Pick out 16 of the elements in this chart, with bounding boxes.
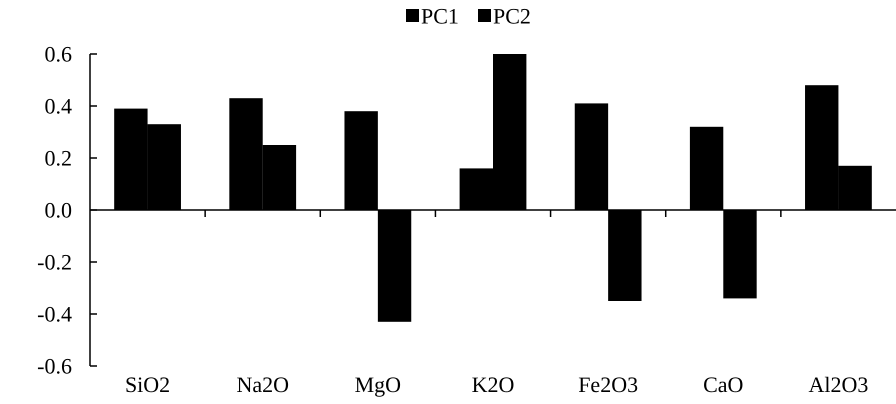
legend-label: PC1 xyxy=(421,4,459,29)
x-tick-label: Fe2O3 xyxy=(578,372,638,397)
y-tick-label: 0.6 xyxy=(44,42,72,67)
y-tick-label: 0.4 xyxy=(44,94,72,119)
x-tick-label: MgO xyxy=(354,372,402,397)
y-tick-label: -0.6 xyxy=(37,354,72,379)
x-tick-label: K2O xyxy=(472,372,514,397)
y-tick-label: -0.2 xyxy=(37,250,72,275)
x-tick-label: CaO xyxy=(703,372,744,397)
y-tick-label: 0.2 xyxy=(44,146,72,171)
x-tick-label: Al2O3 xyxy=(808,372,868,397)
legend-label: PC2 xyxy=(493,4,531,29)
x-tick-label: SiO2 xyxy=(124,372,170,397)
y-tick-label: 0.0 xyxy=(44,198,72,223)
x-tick-label: Na2O xyxy=(236,372,289,397)
y-tick-label: -0.4 xyxy=(37,302,72,327)
